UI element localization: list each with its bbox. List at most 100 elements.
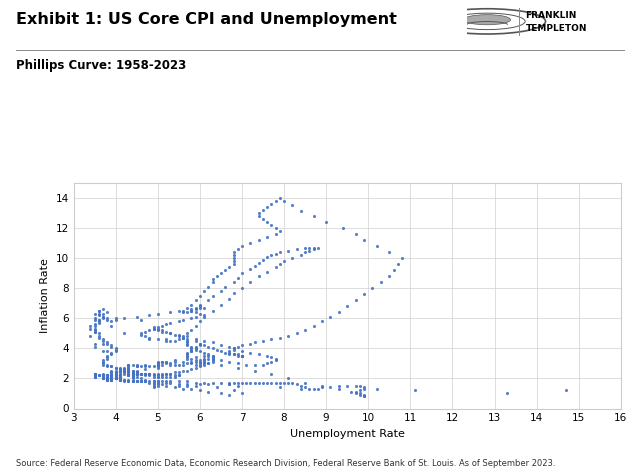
Point	[127, 378, 138, 385]
Point	[195, 380, 205, 388]
Point	[136, 316, 146, 323]
Point	[102, 362, 113, 370]
Point	[321, 218, 332, 226]
Point	[136, 370, 146, 378]
Point	[342, 303, 352, 310]
Point	[90, 370, 100, 378]
Point	[106, 370, 116, 378]
Text: FRANKLIN: FRANKLIN	[525, 11, 577, 20]
Point	[115, 375, 125, 382]
Point	[98, 375, 108, 382]
Point	[102, 373, 113, 381]
Point	[90, 371, 100, 379]
Point	[199, 304, 209, 312]
Point	[317, 317, 327, 325]
Point	[233, 274, 243, 281]
Point	[132, 378, 142, 385]
Point	[119, 376, 129, 384]
Point	[207, 353, 218, 361]
Point	[296, 385, 306, 393]
Point	[355, 391, 365, 399]
Point	[287, 379, 298, 387]
Point	[195, 358, 205, 366]
Point	[216, 287, 226, 295]
Point	[165, 370, 175, 378]
Point	[90, 321, 100, 328]
Point	[98, 305, 108, 313]
Point	[275, 194, 285, 202]
Point	[195, 292, 205, 300]
Point	[195, 304, 205, 312]
Point	[367, 285, 378, 292]
Point	[106, 322, 116, 330]
Point	[157, 378, 167, 385]
Point	[132, 378, 142, 385]
Point	[90, 373, 100, 381]
Point	[102, 376, 113, 384]
Point	[85, 325, 95, 332]
Point	[111, 375, 121, 382]
Point	[233, 360, 243, 367]
Point	[148, 373, 159, 381]
Point	[372, 385, 382, 393]
Point	[90, 370, 100, 378]
Point	[262, 352, 273, 360]
Point	[228, 346, 239, 353]
Point	[111, 375, 121, 382]
Point	[384, 248, 394, 256]
Point	[191, 305, 201, 313]
Point	[127, 367, 138, 375]
Point	[127, 369, 138, 376]
Point	[124, 370, 134, 378]
Point	[98, 360, 108, 367]
Point	[191, 353, 201, 361]
Point	[186, 385, 196, 393]
Point	[233, 245, 243, 253]
Point	[132, 370, 142, 378]
Point	[359, 393, 369, 400]
Point	[98, 313, 108, 321]
Point	[90, 325, 100, 332]
Point	[228, 260, 239, 268]
Point	[127, 370, 138, 378]
Point	[140, 362, 150, 370]
Point	[127, 361, 138, 369]
Point	[98, 310, 108, 318]
Point	[207, 278, 218, 286]
Point	[245, 239, 255, 247]
Point	[195, 317, 205, 325]
Point	[136, 378, 146, 385]
Point	[359, 393, 369, 400]
Point	[333, 308, 344, 316]
Point	[203, 360, 213, 367]
Point	[287, 201, 298, 209]
Point	[102, 371, 113, 379]
Point	[195, 387, 205, 394]
Point	[216, 361, 226, 369]
Point	[355, 382, 365, 390]
Point	[199, 287, 209, 295]
Point	[127, 378, 138, 385]
Point	[207, 276, 218, 283]
Point	[102, 352, 113, 360]
Point	[106, 371, 116, 379]
Point	[359, 385, 369, 393]
Point	[228, 257, 239, 265]
Point	[275, 334, 285, 342]
Point	[161, 335, 172, 343]
Point	[102, 353, 113, 361]
Point	[300, 326, 310, 334]
Point	[115, 373, 125, 381]
Point	[191, 358, 201, 366]
Point	[140, 378, 150, 385]
Text: Phillips Curve: 1958-2023: Phillips Curve: 1958-2023	[16, 59, 186, 72]
Point	[207, 353, 218, 361]
Point	[237, 352, 247, 360]
Point	[106, 376, 116, 384]
Point	[253, 209, 264, 217]
Point	[161, 379, 172, 387]
Text: TEMPLETON: TEMPLETON	[525, 24, 587, 32]
Point	[228, 251, 239, 259]
Point	[292, 330, 302, 337]
Point	[90, 314, 100, 322]
